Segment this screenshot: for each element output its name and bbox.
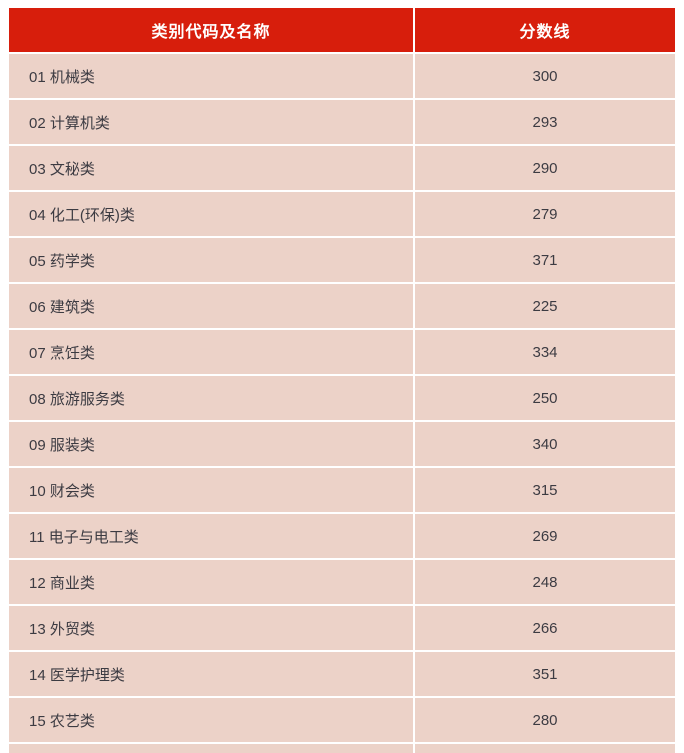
- table-row: 14 医学护理类 351: [9, 652, 675, 698]
- category-cell: 02 计算机类: [9, 100, 415, 146]
- table-row: 12 商业类 248: [9, 560, 675, 606]
- header-cell-score: 分数线: [415, 8, 675, 54]
- header-cell-category: 类别代码及名称: [9, 8, 415, 54]
- score-cell: 300: [415, 54, 675, 100]
- score-cell: 248: [415, 560, 675, 606]
- table-body: 01 机械类 300 02 计算机类 293 03 文秘类 290 04 化工(环保)类 27…: [9, 54, 675, 744]
- score-line-table: 类别代码及名称 分数线 01 机械类 300 02 计算机类 293 03 文秘类 290…: [9, 8, 675, 744]
- score-cell: 351: [415, 652, 675, 698]
- category-cell: 04 化工(环保)类: [9, 192, 415, 238]
- header-row: 类别代码及名称 分数线: [9, 8, 675, 54]
- score-cell: 293: [415, 100, 675, 146]
- table-row: 01 机械类 300: [9, 54, 675, 100]
- score-cell: 280: [415, 698, 675, 744]
- table-row: 05 药学类 371: [9, 238, 675, 284]
- score-cell: 315: [415, 468, 675, 514]
- category-cell: 08 旅游服务类: [9, 376, 415, 422]
- table-row: 13 外贸类 266: [9, 606, 675, 652]
- category-cell: 05 药学类: [9, 238, 415, 284]
- table-header: 类别代码及名称 分数线: [9, 8, 675, 54]
- table-row: 02 计算机类 293: [9, 100, 675, 146]
- partial-cutoff-row: [9, 744, 675, 753]
- category-cell: 13 外贸类: [9, 606, 415, 652]
- category-cell: 11 电子与电工类: [9, 514, 415, 560]
- category-cell: 01 机械类: [9, 54, 415, 100]
- category-cell: 10 财会类: [9, 468, 415, 514]
- table-row: 09 服装类 340: [9, 422, 675, 468]
- partial-score-cell: [415, 744, 675, 753]
- score-cell: 340: [415, 422, 675, 468]
- category-cell: 09 服装类: [9, 422, 415, 468]
- category-cell: 12 商业类: [9, 560, 415, 606]
- category-cell: 14 医学护理类: [9, 652, 415, 698]
- score-cell: 225: [415, 284, 675, 330]
- table-row: 07 烹饪类 334: [9, 330, 675, 376]
- category-cell: 15 农艺类: [9, 698, 415, 744]
- score-cell: 250: [415, 376, 675, 422]
- table-row: 08 旅游服务类 250: [9, 376, 675, 422]
- score-cell: 290: [415, 146, 675, 192]
- table-row: 10 财会类 315: [9, 468, 675, 514]
- category-cell: 06 建筑类: [9, 284, 415, 330]
- table-row: 15 农艺类 280: [9, 698, 675, 744]
- score-cell: 371: [415, 238, 675, 284]
- score-cell: 334: [415, 330, 675, 376]
- score-cell: 269: [415, 514, 675, 560]
- table-row: 06 建筑类 225: [9, 284, 675, 330]
- table-row: 03 文秘类 290: [9, 146, 675, 192]
- table-row: 11 电子与电工类 269: [9, 514, 675, 560]
- partial-category-cell: [9, 744, 415, 753]
- category-cell: 03 文秘类: [9, 146, 415, 192]
- table-row: 04 化工(环保)类 279: [9, 192, 675, 238]
- score-cell: 266: [415, 606, 675, 652]
- category-cell: 07 烹饪类: [9, 330, 415, 376]
- score-cell: 279: [415, 192, 675, 238]
